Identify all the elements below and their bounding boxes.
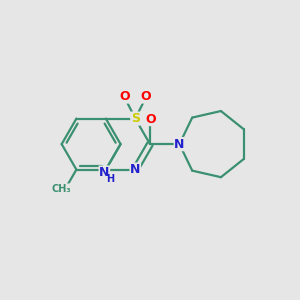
Text: H: H [106, 174, 114, 184]
Text: N: N [130, 163, 140, 176]
Text: O: O [140, 90, 151, 103]
Text: O: O [145, 112, 156, 126]
Text: N: N [174, 138, 184, 151]
Text: S: S [131, 112, 140, 125]
Text: CH₃: CH₃ [52, 184, 71, 194]
Text: O: O [120, 90, 130, 103]
Text: N: N [99, 166, 110, 179]
